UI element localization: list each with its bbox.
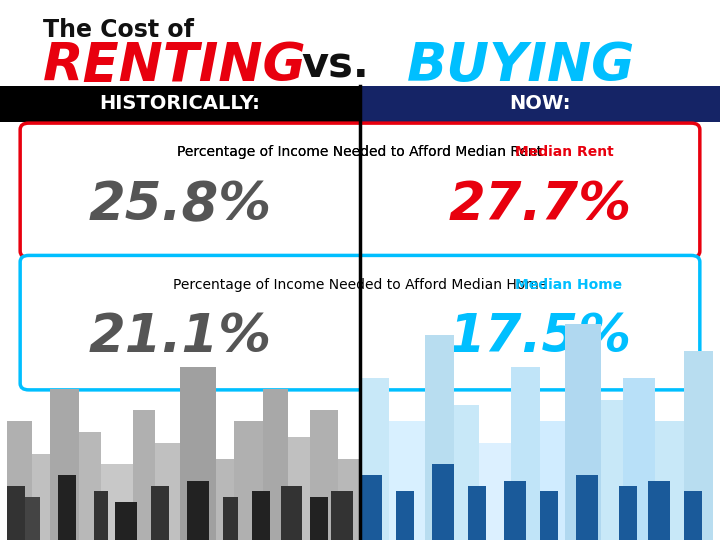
Bar bbox=[648, 481, 670, 540]
Text: Percentage of Income Needed to Afford Median Rent: Percentage of Income Needed to Afford Me… bbox=[177, 145, 543, 159]
Bar bbox=[223, 497, 238, 540]
Bar bbox=[216, 459, 234, 540]
Bar bbox=[79, 432, 101, 540]
Bar bbox=[288, 437, 310, 540]
Bar bbox=[25, 497, 40, 540]
Bar bbox=[7, 421, 32, 540]
Bar bbox=[310, 497, 328, 540]
Text: Median Home: Median Home bbox=[515, 278, 622, 292]
Bar bbox=[151, 486, 169, 540]
Text: vs.: vs. bbox=[301, 45, 369, 87]
Text: Percentage of Income Needed to Afford Median Home: Percentage of Income Needed to Afford Me… bbox=[173, 278, 547, 292]
Bar bbox=[619, 486, 637, 540]
Bar bbox=[234, 421, 263, 540]
Bar bbox=[389, 421, 425, 540]
Bar bbox=[454, 405, 479, 540]
Bar bbox=[187, 481, 209, 540]
Bar bbox=[576, 475, 598, 540]
Text: The Cost of: The Cost of bbox=[43, 18, 194, 42]
Text: 21.1%: 21.1% bbox=[89, 311, 271, 363]
Text: RENTING: RENTING bbox=[43, 40, 307, 92]
Text: HISTORICALLY:: HISTORICALLY: bbox=[99, 94, 261, 113]
Bar bbox=[425, 335, 454, 540]
Bar bbox=[479, 443, 511, 540]
Text: Percentage of Income Needed to Afford Median Rent: Percentage of Income Needed to Afford Me… bbox=[177, 145, 543, 159]
Bar bbox=[94, 491, 108, 540]
Bar bbox=[684, 351, 713, 540]
Text: Median Rent: Median Rent bbox=[515, 145, 613, 159]
Bar bbox=[155, 443, 180, 540]
Bar bbox=[263, 389, 288, 540]
FancyBboxPatch shape bbox=[360, 86, 720, 122]
Bar bbox=[32, 454, 50, 540]
Bar bbox=[360, 475, 382, 540]
Bar bbox=[360, 378, 389, 540]
Bar bbox=[281, 486, 302, 540]
Bar bbox=[101, 464, 133, 540]
Bar bbox=[432, 464, 454, 540]
Bar bbox=[540, 491, 558, 540]
Bar bbox=[115, 502, 137, 540]
Bar bbox=[133, 410, 155, 540]
Bar bbox=[396, 491, 414, 540]
Bar bbox=[540, 421, 565, 540]
Bar bbox=[50, 389, 79, 540]
Bar bbox=[601, 400, 623, 540]
Bar bbox=[7, 486, 25, 540]
Bar bbox=[684, 491, 702, 540]
Bar bbox=[58, 475, 76, 540]
FancyBboxPatch shape bbox=[0, 86, 360, 122]
Bar bbox=[655, 421, 684, 540]
Text: BUYING: BUYING bbox=[407, 40, 635, 92]
Bar bbox=[468, 486, 486, 540]
Bar bbox=[338, 459, 360, 540]
Text: 27.7%: 27.7% bbox=[449, 179, 631, 231]
Bar bbox=[310, 410, 338, 540]
Bar bbox=[565, 324, 601, 540]
FancyBboxPatch shape bbox=[20, 123, 700, 258]
Bar bbox=[504, 481, 526, 540]
Bar bbox=[252, 491, 270, 540]
FancyBboxPatch shape bbox=[20, 255, 700, 390]
Text: NOW:: NOW: bbox=[509, 94, 571, 113]
Bar bbox=[511, 367, 540, 540]
Text: 25.8%: 25.8% bbox=[89, 179, 271, 231]
Bar bbox=[331, 491, 353, 540]
Bar bbox=[180, 367, 216, 540]
Bar bbox=[623, 378, 655, 540]
Text: 17.5%: 17.5% bbox=[449, 311, 631, 363]
